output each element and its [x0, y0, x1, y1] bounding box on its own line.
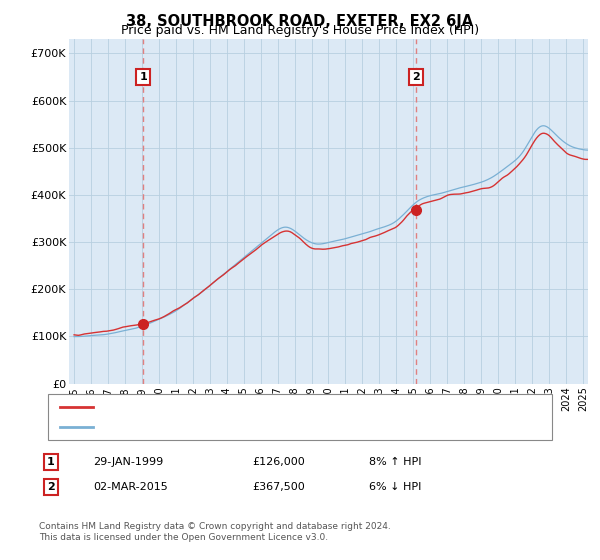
Text: Contains HM Land Registry data © Crown copyright and database right 2024.: Contains HM Land Registry data © Crown c…	[39, 522, 391, 531]
Text: 6% ↓ HPI: 6% ↓ HPI	[369, 482, 421, 492]
Text: 29-JAN-1999: 29-JAN-1999	[93, 457, 163, 467]
Text: 02-MAR-2015: 02-MAR-2015	[93, 482, 168, 492]
Text: HPI: Average price, detached house, Exeter: HPI: Average price, detached house, Exet…	[99, 422, 325, 432]
Text: 1: 1	[139, 72, 147, 82]
Text: 2: 2	[47, 482, 55, 492]
Text: 2: 2	[412, 72, 420, 82]
Text: 1: 1	[47, 457, 55, 467]
Text: 38, SOUTHBROOK ROAD, EXETER, EX2 6JA (detached house): 38, SOUTHBROOK ROAD, EXETER, EX2 6JA (de…	[99, 402, 415, 412]
Text: 38, SOUTHBROOK ROAD, EXETER, EX2 6JA: 38, SOUTHBROOK ROAD, EXETER, EX2 6JA	[127, 14, 473, 29]
Text: £126,000: £126,000	[252, 457, 305, 467]
Text: 8% ↑ HPI: 8% ↑ HPI	[369, 457, 421, 467]
Text: Price paid vs. HM Land Registry's House Price Index (HPI): Price paid vs. HM Land Registry's House …	[121, 24, 479, 37]
Text: This data is licensed under the Open Government Licence v3.0.: This data is licensed under the Open Gov…	[39, 533, 328, 542]
Text: £367,500: £367,500	[252, 482, 305, 492]
